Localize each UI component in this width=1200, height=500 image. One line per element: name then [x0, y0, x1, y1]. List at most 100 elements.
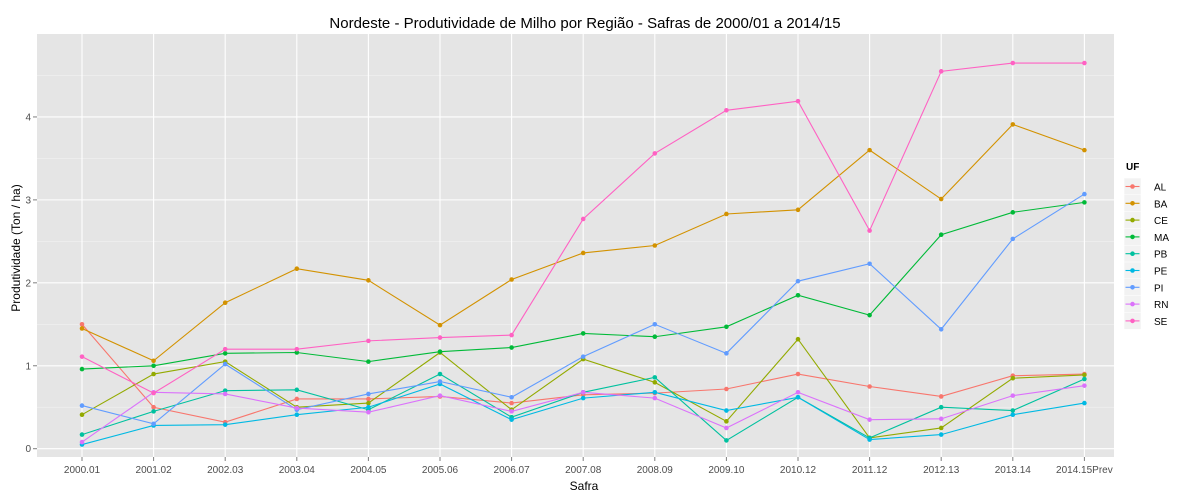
- data-point: [79, 354, 85, 359]
- data-point: [1010, 408, 1016, 413]
- x-tick-label: 2005.06: [422, 465, 459, 476]
- data-point: [1082, 200, 1087, 205]
- data-point: [1010, 412, 1016, 418]
- data-point: [509, 277, 514, 282]
- data-point: [151, 371, 156, 377]
- series-se: [79, 60, 1087, 396]
- legend-key-point: [1130, 301, 1135, 307]
- legend-label: PE: [1154, 267, 1168, 278]
- data-point: [724, 351, 729, 356]
- series-ma: [79, 200, 1087, 372]
- data-point: [437, 322, 443, 328]
- data-point: [366, 278, 371, 283]
- data-point: [1010, 236, 1016, 242]
- data-point: [509, 394, 514, 400]
- x-tick-label: 2009.10: [708, 465, 745, 476]
- data-point: [652, 380, 658, 385]
- data-point: [79, 412, 85, 418]
- data-point: [294, 396, 300, 402]
- data-point: [222, 361, 228, 367]
- data-point: [795, 98, 801, 104]
- y-tick-label: 2: [25, 278, 31, 289]
- data-point: [867, 312, 872, 318]
- data-point: [222, 300, 228, 306]
- legend-item-pb: PB: [1123, 244, 1168, 263]
- data-point: [580, 250, 586, 256]
- legend: UF AL BA CE MA PB PE PI RN SE: [1123, 162, 1169, 330]
- x-axis-title: Safra: [570, 479, 599, 493]
- data-point: [509, 417, 514, 422]
- data-point: [79, 326, 85, 331]
- data-point: [1082, 191, 1087, 197]
- legend-item-pi: PI: [1123, 278, 1163, 297]
- data-point: [1082, 376, 1087, 382]
- legend-key-point: [1130, 217, 1135, 223]
- data-point: [1010, 210, 1016, 215]
- y-tick-label: 4: [25, 112, 31, 123]
- data-point: [437, 335, 443, 340]
- data-point: [867, 228, 872, 233]
- data-point: [724, 419, 729, 424]
- data-point: [79, 403, 85, 408]
- data-point: [795, 278, 801, 284]
- legend-key-point: [1130, 318, 1135, 324]
- data-point: [222, 391, 228, 397]
- data-point: [724, 211, 729, 217]
- plot-panel: [37, 34, 1114, 457]
- series-pi: [79, 191, 1087, 427]
- data-point: [294, 266, 300, 272]
- legend-key-point: [1130, 268, 1135, 273]
- legend-label: PB: [1154, 250, 1168, 261]
- legend-item-rn: RN: [1123, 295, 1168, 313]
- legend-key-point: [1130, 234, 1135, 240]
- data-point: [652, 151, 658, 156]
- data-point: [437, 379, 443, 384]
- data-point: [151, 421, 156, 427]
- data-point: [366, 396, 371, 402]
- data-point: [1010, 122, 1016, 127]
- x-tick-label: 2006.07: [494, 465, 531, 476]
- legend-label: CE: [1154, 216, 1168, 227]
- data-point: [652, 321, 658, 327]
- legend-title: UF: [1126, 162, 1139, 173]
- legend-label: MA: [1154, 233, 1169, 244]
- data-point: [724, 408, 729, 413]
- data-point: [509, 332, 514, 338]
- data-point: [795, 371, 801, 377]
- data-point: [724, 386, 729, 392]
- data-point: [366, 359, 371, 364]
- legend-item-se: SE: [1123, 312, 1168, 330]
- x-tick-label: 2007.08: [565, 465, 602, 476]
- data-point: [1010, 393, 1016, 398]
- data-point: [580, 395, 586, 401]
- data-point: [1082, 60, 1087, 66]
- legend-key-point: [1130, 201, 1135, 206]
- data-point: [652, 375, 658, 380]
- x-tick-label: 2001.02: [136, 465, 173, 476]
- data-point: [151, 358, 156, 364]
- data-point: [580, 354, 586, 359]
- series-layer: [79, 60, 1087, 447]
- data-point: [580, 390, 586, 395]
- y-tick-label: 3: [25, 195, 31, 206]
- y-tick-label: 1: [25, 361, 31, 372]
- x-tick-label: 2008.09: [637, 465, 674, 476]
- data-point: [437, 349, 443, 354]
- data-point: [151, 363, 156, 369]
- y-tick-label: 0: [25, 444, 31, 455]
- data-point: [151, 409, 156, 414]
- legend-item-ma: MA: [1123, 228, 1169, 246]
- legend-label: BA: [1154, 199, 1168, 210]
- data-point: [79, 366, 85, 372]
- data-point: [938, 69, 944, 74]
- data-point: [366, 391, 371, 397]
- data-point: [366, 409, 371, 415]
- legend-item-ba: BA: [1123, 194, 1168, 213]
- data-point: [1010, 60, 1016, 66]
- data-point: [724, 425, 729, 431]
- data-point: [795, 207, 801, 213]
- data-point: [222, 346, 228, 352]
- data-point: [294, 387, 300, 393]
- data-point: [580, 216, 586, 222]
